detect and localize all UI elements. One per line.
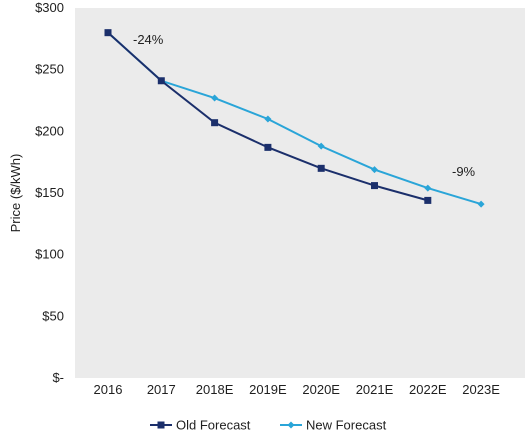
x-tick-label: 2016 [94, 382, 123, 397]
old-forecast-point [104, 29, 112, 37]
x-tick-label: 2019E [249, 382, 287, 397]
x-tick-label: 2017 [147, 382, 176, 397]
annotation-label: -24% [133, 32, 164, 47]
x-tick-label: 2018E [196, 382, 234, 397]
old-forecast-point [157, 77, 165, 85]
new-forecast-point [264, 115, 272, 123]
new-forecast-point [371, 166, 378, 174]
old-forecast-legend-label: Old Forecast [176, 418, 251, 433]
old-forecast-legend-marker [157, 421, 165, 429]
annotations: -24% -9% [133, 32, 476, 179]
y-tick-label: $150 [35, 185, 64, 200]
x-tick-label: 2020E [302, 382, 340, 397]
new-forecast-point [424, 184, 432, 192]
old-forecast-point [264, 143, 272, 151]
y-tick-label: $100 [35, 247, 64, 262]
old-forecast-point [424, 196, 432, 204]
y-tick-label: $- [52, 370, 64, 385]
new-forecast-point [317, 142, 325, 150]
old-forecast-point [371, 182, 378, 190]
x-axis-ticks: 2016 2017 2018E 2019E 2020E 2021E 2022E 2023E [94, 382, 501, 397]
old-forecast-point [317, 164, 325, 172]
new-forecast-point [211, 94, 219, 102]
x-tick-label: 2023E [462, 382, 500, 397]
new-forecast-legend-marker [287, 421, 295, 429]
y-tick-label: $50 [42, 308, 64, 323]
y-tick-label: $300 [35, 0, 64, 15]
annotation-label: -9% [452, 164, 476, 179]
x-tick-label: 2022E [409, 382, 447, 397]
x-tick-label: 2021E [356, 382, 394, 397]
series-layer [104, 29, 485, 208]
y-axis-ticks: $- $50 $100 $150 $200 $250 $300 [35, 0, 64, 385]
y-tick-label: $200 [35, 123, 64, 138]
y-tick-label: $250 [35, 62, 64, 77]
new-forecast-legend-label: New Forecast [306, 418, 387, 433]
new-forecast-point [477, 200, 485, 208]
y-axis-label: Price ($/kWh) [8, 154, 23, 233]
old-forecast-point [211, 119, 219, 127]
legend: Old Forecast New Forecast [150, 418, 387, 433]
new-forecast-line [107, 31, 482, 206]
